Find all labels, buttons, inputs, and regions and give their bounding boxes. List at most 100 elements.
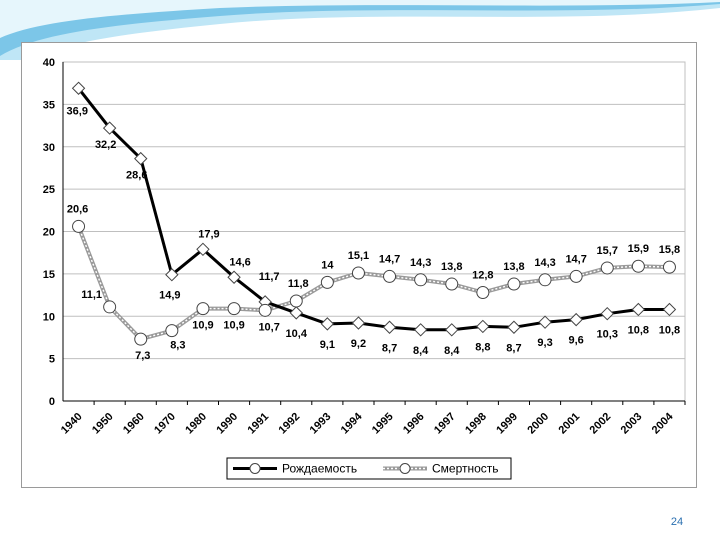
x-tick-label: 2004 <box>650 410 676 436</box>
data-label-births: 10,3 <box>597 329 618 341</box>
x-tick-label: 1990 <box>214 411 240 437</box>
data-label-births: 9,2 <box>351 338 366 350</box>
data-label-births: 36,9 <box>67 105 88 117</box>
x-tick-label: 1992 <box>277 411 303 437</box>
data-point-deaths <box>351 266 365 280</box>
data-label-deaths: 14,3 <box>534 257 555 269</box>
data-point-births <box>71 81 86 95</box>
data-point-deaths <box>196 302 210 316</box>
x-tick-label: 1991 <box>245 411 271 437</box>
y-tick-label: 25 <box>43 184 55 196</box>
data-label-births: 9,3 <box>537 337 552 349</box>
data-point-deaths <box>320 275 334 289</box>
data-label-births: 9,1 <box>320 339 335 351</box>
series-line-deaths-pattern <box>77 226 670 340</box>
page-number: 24 <box>670 516 684 528</box>
data-point-deaths <box>258 303 272 317</box>
x-tick-label: 1997 <box>432 411 458 437</box>
data-point-deaths <box>414 273 428 287</box>
x-tick-label: 1998 <box>463 411 489 437</box>
x-tick-label: 2002 <box>588 411 614 437</box>
data-label-births: 11,7 <box>259 271 280 283</box>
data-point-births <box>351 316 366 330</box>
line-chart: 0 5 10 15 20 25 30 35 40 1940 1950 1960 1970 1980 1990… <box>43 57 686 480</box>
data-label-births: 9,6 <box>569 335 584 347</box>
x-tick-label: 1994 <box>339 410 365 436</box>
data-point-births <box>227 270 241 284</box>
data-point-births <box>102 121 117 135</box>
data-label-deaths: 14,7 <box>565 253 586 265</box>
data-point-births <box>662 302 677 317</box>
x-tick-label: 1999 <box>494 411 520 437</box>
y-tick-label: 35 <box>43 99 55 111</box>
data-point-deaths <box>227 302 241 316</box>
data-point-deaths <box>289 294 303 308</box>
data-label-deaths: 14,7 <box>379 253 400 265</box>
data-label-deaths: 13,8 <box>441 261 462 273</box>
x-tick-label: 1996 <box>401 411 427 437</box>
data-point-deaths <box>134 332 148 346</box>
slide-header-decoration <box>0 0 720 60</box>
data-point-deaths <box>631 259 645 273</box>
data-point-births <box>320 317 335 331</box>
data-label-births: 8,7 <box>382 342 397 354</box>
data-label-deaths: 10,7 <box>258 321 279 333</box>
x-tick-label: 1980 <box>183 411 209 437</box>
data-point-births <box>445 323 459 337</box>
data-point-births <box>600 307 614 321</box>
data-point-deaths <box>600 261 614 275</box>
data-label-births: 8,4 <box>444 345 460 357</box>
data-point-deaths <box>662 260 676 274</box>
x-tick-label: 2000 <box>525 411 551 437</box>
data-label-deaths: 20,6 <box>67 203 88 215</box>
x-tick-label: 1995 <box>370 411 396 437</box>
data-point-births <box>196 242 210 257</box>
data-point-deaths <box>383 269 397 283</box>
data-label-deaths: 11,8 <box>288 278 309 290</box>
data-label-deaths: 12,8 <box>472 270 493 282</box>
x-tick-label: 1940 <box>59 411 85 437</box>
x-tick-label: 2003 <box>619 411 645 437</box>
data-label-deaths: 11,1 <box>81 289 102 301</box>
data-label-deaths: 10,9 <box>192 320 213 332</box>
data-label-deaths: 15,8 <box>659 244 680 256</box>
data-point-births <box>413 323 428 337</box>
legend-label-deaths: Смертность <box>432 462 499 476</box>
data-point-deaths <box>538 273 552 287</box>
chart-container: 0 5 10 15 20 25 30 35 40 1940 1950 1960 1970 1980 1990… <box>21 42 697 488</box>
data-label-births: 14,6 <box>229 256 250 268</box>
data-point-deaths <box>569 269 583 283</box>
data-label-deaths: 7,3 <box>135 350 150 362</box>
data-point-births <box>382 320 397 334</box>
x-tick-label: 1950 <box>90 411 116 437</box>
data-point-deaths <box>445 277 459 291</box>
series-line-deaths <box>76 225 670 342</box>
data-label-births: 14,9 <box>159 290 180 302</box>
data-label-births: 8,7 <box>506 342 521 354</box>
y-tick-label: 15 <box>43 269 55 281</box>
data-point-births <box>165 268 179 282</box>
y-tick-label: 30 <box>43 142 55 154</box>
data-label-deaths: 10,9 <box>223 320 244 332</box>
legend-marker-births <box>249 463 261 474</box>
data-point-deaths <box>165 324 179 338</box>
data-point-births <box>631 302 646 317</box>
data-point-births <box>134 151 148 166</box>
data-label-deaths: 15,9 <box>628 243 649 255</box>
legend-label-births: Рождаемость <box>282 462 357 476</box>
data-point-deaths <box>476 286 490 300</box>
data-label-births: 32,2 <box>95 139 116 151</box>
y-tick-label: 40 <box>43 57 55 69</box>
data-point-deaths <box>72 219 86 233</box>
data-label-births: 17,9 <box>198 228 219 240</box>
data-label-deaths: 15,1 <box>348 250 369 262</box>
data-point-births <box>476 319 490 334</box>
y-tick-label: 20 <box>43 227 55 239</box>
y-tick-label: 5 <box>49 354 55 366</box>
data-point-births <box>507 320 521 334</box>
data-label-deaths: 14 <box>321 259 334 271</box>
data-label-births: 28,6 <box>126 170 147 182</box>
data-label-births: 10,8 <box>628 324 649 336</box>
data-label-births: 10,4 <box>286 328 308 340</box>
data-point-births <box>538 315 552 329</box>
